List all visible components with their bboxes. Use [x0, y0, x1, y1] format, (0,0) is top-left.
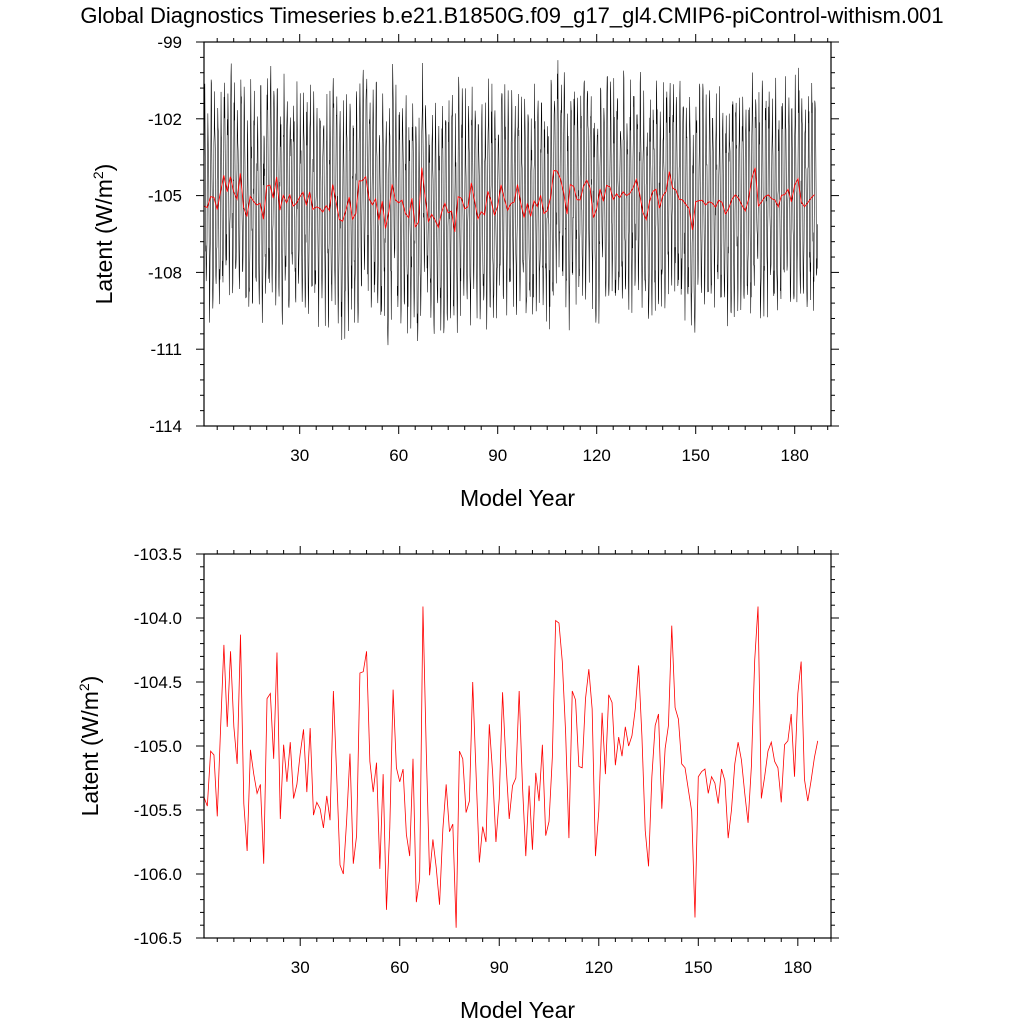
x-tick-label: 180: [784, 958, 812, 977]
x-tick-label: 120: [585, 958, 613, 977]
y-tick-label: -99: [157, 33, 182, 52]
y-tick-label: -111: [150, 340, 182, 359]
x-tick-label: 90: [490, 958, 509, 977]
y-axis-title: Latent (W/m2): [90, 164, 117, 305]
annual-series-line: [204, 606, 819, 928]
bottom-panel: 30 60 90 120 150 180 -106.5 -106.0 -105.5 -105.0 -…: [76, 545, 839, 1023]
x-tick-label: 60: [389, 446, 408, 465]
x-tick-label: 120: [583, 446, 611, 465]
x-tick-label: 150: [682, 446, 710, 465]
y-axis-title: Latent (W/m2): [76, 676, 103, 817]
y-tick-label: -105: [148, 187, 182, 206]
y-tick-label: -106.0: [134, 865, 182, 884]
y-tick-label: -104.0: [134, 609, 182, 628]
x-tick-label: 90: [488, 446, 507, 465]
x-tick-label: 180: [781, 446, 809, 465]
figure-title: Global Diagnostics Timeseries b.e21.B185…: [80, 3, 944, 28]
x-tick-label: 150: [684, 958, 712, 977]
top-panel: 30 60 90 120 150 180 -114 -111 -108 -105 -102 -99 Mo…: [90, 33, 839, 511]
annual-series-line: [204, 167, 815, 233]
y-tick-label: -108: [148, 263, 182, 282]
x-tick-label: 60: [390, 958, 409, 977]
x-axis-title: Model Year: [460, 997, 575, 1023]
y-tick-label: -104.5: [134, 673, 182, 692]
x-axis-title: Model Year: [460, 485, 575, 511]
monthly-series-line: [204, 60, 818, 346]
y-tick-label: -102: [148, 110, 182, 129]
y-tick-label: -105.0: [134, 737, 182, 756]
plot-frame: [203, 41, 832, 427]
x-tick-label: 30: [291, 958, 310, 977]
plot-frame: [203, 553, 832, 939]
y-tick-label: -114: [149, 417, 182, 436]
y-tick-label: -106.5: [134, 929, 182, 948]
y-tick-label: -103.5: [134, 545, 182, 564]
x-tick-label: 30: [290, 446, 309, 465]
y-tick-label: -105.5: [134, 801, 182, 820]
